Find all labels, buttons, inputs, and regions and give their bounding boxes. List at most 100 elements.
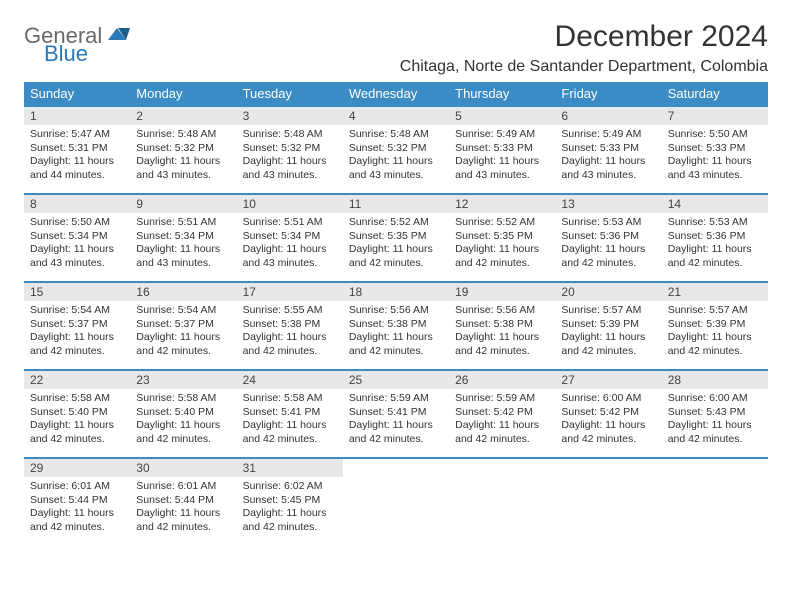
day-details: Sunrise: 5:48 AMSunset: 5:32 PMDaylight:… xyxy=(343,125,449,189)
logo-line2: Blue xyxy=(44,44,130,64)
calendar-day-cell: 5Sunrise: 5:49 AMSunset: 5:33 PMDaylight… xyxy=(449,106,555,194)
day-details: Sunrise: 5:50 AMSunset: 5:33 PMDaylight:… xyxy=(662,125,768,189)
calendar-day-cell: 20Sunrise: 5:57 AMSunset: 5:39 PMDayligh… xyxy=(555,282,661,370)
calendar-week-row: 8Sunrise: 5:50 AMSunset: 5:34 PMDaylight… xyxy=(24,194,768,282)
day-number: 27 xyxy=(555,371,661,389)
calendar-day-cell: 21Sunrise: 5:57 AMSunset: 5:39 PMDayligh… xyxy=(662,282,768,370)
day-details: Sunrise: 5:58 AMSunset: 5:40 PMDaylight:… xyxy=(24,389,130,453)
day-number: 28 xyxy=(662,371,768,389)
day-details: Sunrise: 5:52 AMSunset: 5:35 PMDaylight:… xyxy=(343,213,449,277)
day-number: 11 xyxy=(343,195,449,213)
logo: General Blue xyxy=(24,26,130,64)
day-details: Sunrise: 5:47 AMSunset: 5:31 PMDaylight:… xyxy=(24,125,130,189)
calendar-day-cell: 6Sunrise: 5:49 AMSunset: 5:33 PMDaylight… xyxy=(555,106,661,194)
day-details: Sunrise: 5:58 AMSunset: 5:40 PMDaylight:… xyxy=(130,389,236,453)
calendar-day-cell: 7Sunrise: 5:50 AMSunset: 5:33 PMDaylight… xyxy=(662,106,768,194)
day-number: 13 xyxy=(555,195,661,213)
day-number: 3 xyxy=(237,107,343,125)
day-details: Sunrise: 5:56 AMSunset: 5:38 PMDaylight:… xyxy=(449,301,555,365)
day-number: 17 xyxy=(237,283,343,301)
day-number: 31 xyxy=(237,459,343,477)
logo-text: General Blue xyxy=(24,26,130,64)
calendar-day-cell: 1Sunrise: 5:47 AMSunset: 5:31 PMDaylight… xyxy=(24,106,130,194)
day-number: 16 xyxy=(130,283,236,301)
calendar-day-cell: 30Sunrise: 6:01 AMSunset: 5:44 PMDayligh… xyxy=(130,458,236,546)
day-details: Sunrise: 5:51 AMSunset: 5:34 PMDaylight:… xyxy=(237,213,343,277)
day-number: 19 xyxy=(449,283,555,301)
calendar-empty-cell xyxy=(662,458,768,546)
day-number: 26 xyxy=(449,371,555,389)
calendar-day-cell: 10Sunrise: 5:51 AMSunset: 5:34 PMDayligh… xyxy=(237,194,343,282)
calendar-day-cell: 22Sunrise: 5:58 AMSunset: 5:40 PMDayligh… xyxy=(24,370,130,458)
title-block: December 2024 Chitaga, Norte de Santande… xyxy=(400,20,768,76)
day-details: Sunrise: 5:59 AMSunset: 5:42 PMDaylight:… xyxy=(449,389,555,453)
calendar-day-cell: 18Sunrise: 5:56 AMSunset: 5:38 PMDayligh… xyxy=(343,282,449,370)
day-details: Sunrise: 5:56 AMSunset: 5:38 PMDaylight:… xyxy=(343,301,449,365)
dow-header: Monday xyxy=(130,82,236,106)
day-number: 5 xyxy=(449,107,555,125)
dow-header: Friday xyxy=(555,82,661,106)
day-details: Sunrise: 5:48 AMSunset: 5:32 PMDaylight:… xyxy=(130,125,236,189)
calendar-table: SundayMondayTuesdayWednesdayThursdayFrid… xyxy=(24,82,768,546)
day-number: 14 xyxy=(662,195,768,213)
day-details: Sunrise: 5:59 AMSunset: 5:41 PMDaylight:… xyxy=(343,389,449,453)
day-number: 25 xyxy=(343,371,449,389)
dow-header: Tuesday xyxy=(237,82,343,106)
day-number: 21 xyxy=(662,283,768,301)
calendar-day-cell: 28Sunrise: 6:00 AMSunset: 5:43 PMDayligh… xyxy=(662,370,768,458)
day-number: 8 xyxy=(24,195,130,213)
calendar-day-cell: 26Sunrise: 5:59 AMSunset: 5:42 PMDayligh… xyxy=(449,370,555,458)
day-number: 6 xyxy=(555,107,661,125)
day-details: Sunrise: 6:00 AMSunset: 5:43 PMDaylight:… xyxy=(662,389,768,453)
calendar-day-cell: 9Sunrise: 5:51 AMSunset: 5:34 PMDaylight… xyxy=(130,194,236,282)
calendar-day-cell: 13Sunrise: 5:53 AMSunset: 5:36 PMDayligh… xyxy=(555,194,661,282)
dow-header: Saturday xyxy=(662,82,768,106)
calendar-week-row: 22Sunrise: 5:58 AMSunset: 5:40 PMDayligh… xyxy=(24,370,768,458)
calendar-day-cell: 19Sunrise: 5:56 AMSunset: 5:38 PMDayligh… xyxy=(449,282,555,370)
day-details: Sunrise: 6:02 AMSunset: 5:45 PMDaylight:… xyxy=(237,477,343,541)
day-number: 23 xyxy=(130,371,236,389)
location-text: Chitaga, Norte de Santander Department, … xyxy=(400,58,768,76)
day-details: Sunrise: 5:54 AMSunset: 5:37 PMDaylight:… xyxy=(130,301,236,365)
day-number: 12 xyxy=(449,195,555,213)
day-number: 1 xyxy=(24,107,130,125)
day-details: Sunrise: 5:54 AMSunset: 5:37 PMDaylight:… xyxy=(24,301,130,365)
calendar-day-cell: 17Sunrise: 5:55 AMSunset: 5:38 PMDayligh… xyxy=(237,282,343,370)
calendar-empty-cell xyxy=(449,458,555,546)
calendar-day-cell: 14Sunrise: 5:53 AMSunset: 5:36 PMDayligh… xyxy=(662,194,768,282)
calendar-week-row: 1Sunrise: 5:47 AMSunset: 5:31 PMDaylight… xyxy=(24,106,768,194)
calendar-day-cell: 11Sunrise: 5:52 AMSunset: 5:35 PMDayligh… xyxy=(343,194,449,282)
day-number: 2 xyxy=(130,107,236,125)
day-number: 20 xyxy=(555,283,661,301)
day-number: 7 xyxy=(662,107,768,125)
day-details: Sunrise: 5:52 AMSunset: 5:35 PMDaylight:… xyxy=(449,213,555,277)
calendar-week-row: 15Sunrise: 5:54 AMSunset: 5:37 PMDayligh… xyxy=(24,282,768,370)
calendar-day-cell: 24Sunrise: 5:58 AMSunset: 5:41 PMDayligh… xyxy=(237,370,343,458)
calendar-empty-cell xyxy=(343,458,449,546)
header: General Blue December 2024 Chitaga, Nort… xyxy=(24,20,768,76)
calendar-empty-cell xyxy=(555,458,661,546)
calendar-day-cell: 8Sunrise: 5:50 AMSunset: 5:34 PMDaylight… xyxy=(24,194,130,282)
calendar-day-cell: 29Sunrise: 6:01 AMSunset: 5:44 PMDayligh… xyxy=(24,458,130,546)
day-number: 18 xyxy=(343,283,449,301)
calendar-day-cell: 4Sunrise: 5:48 AMSunset: 5:32 PMDaylight… xyxy=(343,106,449,194)
day-details: Sunrise: 5:48 AMSunset: 5:32 PMDaylight:… xyxy=(237,125,343,189)
calendar-day-cell: 31Sunrise: 6:02 AMSunset: 5:45 PMDayligh… xyxy=(237,458,343,546)
day-of-week-row: SundayMondayTuesdayWednesdayThursdayFrid… xyxy=(24,82,768,106)
day-details: Sunrise: 5:50 AMSunset: 5:34 PMDaylight:… xyxy=(24,213,130,277)
day-details: Sunrise: 6:01 AMSunset: 5:44 PMDaylight:… xyxy=(130,477,236,541)
dow-header: Wednesday xyxy=(343,82,449,106)
calendar-day-cell: 3Sunrise: 5:48 AMSunset: 5:32 PMDaylight… xyxy=(237,106,343,194)
day-details: Sunrise: 5:57 AMSunset: 5:39 PMDaylight:… xyxy=(662,301,768,365)
day-number: 22 xyxy=(24,371,130,389)
calendar-week-row: 29Sunrise: 6:01 AMSunset: 5:44 PMDayligh… xyxy=(24,458,768,546)
calendar-day-cell: 2Sunrise: 5:48 AMSunset: 5:32 PMDaylight… xyxy=(130,106,236,194)
month-title: December 2024 xyxy=(400,20,768,54)
day-details: Sunrise: 5:51 AMSunset: 5:34 PMDaylight:… xyxy=(130,213,236,277)
calendar-day-cell: 16Sunrise: 5:54 AMSunset: 5:37 PMDayligh… xyxy=(130,282,236,370)
day-details: Sunrise: 5:57 AMSunset: 5:39 PMDaylight:… xyxy=(555,301,661,365)
day-number: 15 xyxy=(24,283,130,301)
day-details: Sunrise: 5:49 AMSunset: 5:33 PMDaylight:… xyxy=(555,125,661,189)
dow-header: Sunday xyxy=(24,82,130,106)
day-details: Sunrise: 6:01 AMSunset: 5:44 PMDaylight:… xyxy=(24,477,130,541)
